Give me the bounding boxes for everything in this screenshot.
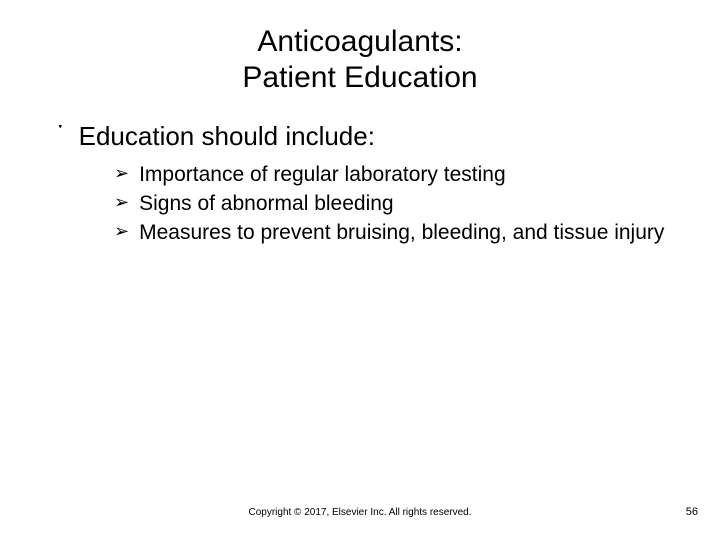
bullet-level2: ➢ Measures to prevent bruising, bleeding… <box>114 219 680 246</box>
bullet-text-level2: Measures to prevent bruising, bleeding, … <box>139 219 664 246</box>
slide: Anticoagulants: Patient Education ་ Educ… <box>0 0 720 540</box>
bullet-icon-level2: ➢ <box>114 190 129 214</box>
slide-title: Anticoagulants: Patient Education <box>40 24 680 96</box>
bullet-level1: ་ Education should include: <box>58 120 680 153</box>
sub-list: ➢ Importance of regular laboratory testi… <box>58 161 680 247</box>
copyright-footer: Copyright © 2017, Elsevier Inc. All righ… <box>0 507 720 518</box>
bullet-text-level2: Signs of abnormal bleeding <box>139 190 394 217</box>
bullet-icon-level2: ➢ <box>114 219 129 243</box>
bullet-level2: ➢ Importance of regular laboratory testi… <box>114 161 680 188</box>
title-line-1: Anticoagulants: <box>257 25 462 58</box>
bullet-level2: ➢ Signs of abnormal bleeding <box>114 190 680 217</box>
bullet-icon-level1: ་ <box>58 120 63 146</box>
title-line-2: Patient Education <box>242 61 477 94</box>
bullet-text-level2: Importance of regular laboratory testing <box>139 161 506 188</box>
bullet-text-level1: Education should include: <box>79 120 375 153</box>
bullet-icon-level2: ➢ <box>114 161 129 185</box>
content-area: ་ Education should include: ➢ Importance… <box>40 120 680 246</box>
page-number: 56 <box>686 506 698 518</box>
